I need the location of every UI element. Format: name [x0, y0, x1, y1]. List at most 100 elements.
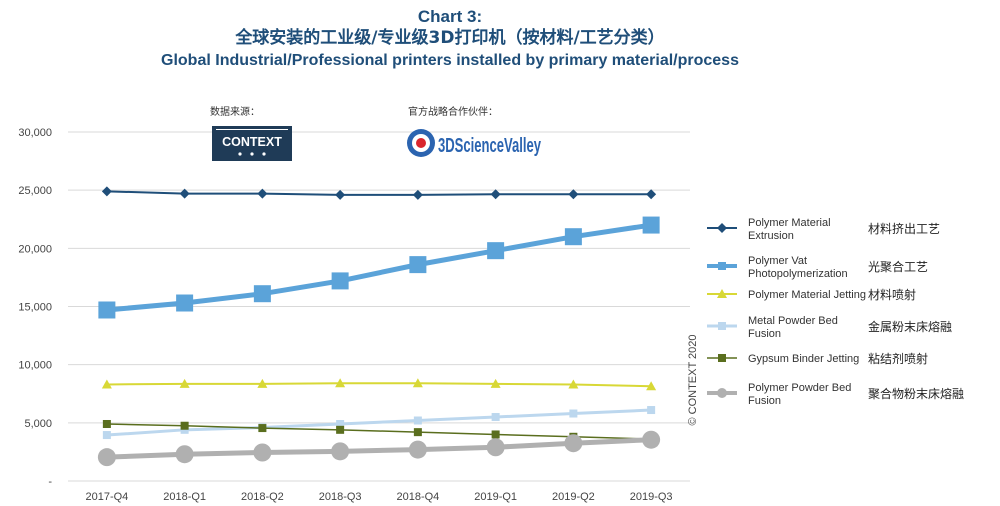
data-point	[564, 228, 582, 246]
data-point	[564, 434, 583, 453]
data-point	[101, 379, 112, 389]
legend-marker	[717, 289, 727, 298]
data-point	[336, 419, 345, 428]
y-tick-label: 10,000	[18, 360, 52, 372]
data-point	[487, 242, 505, 260]
data-point	[646, 189, 657, 200]
legend-label: Gypsum Binder Jetting	[748, 353, 859, 365]
legend-label: Polymer Vat Photopolymerization	[748, 255, 848, 280]
legend-label: Polymer Material Jetting	[748, 289, 866, 301]
series-line	[106, 190, 652, 196]
legend-marker	[717, 388, 727, 398]
x-tick-label: 2018-Q3	[319, 491, 362, 503]
data-point	[98, 301, 116, 319]
series-lines	[97, 186, 661, 467]
legend-marker	[718, 262, 726, 270]
gridlines	[68, 131, 690, 482]
data-point	[257, 188, 268, 199]
data-point	[331, 442, 350, 461]
data-point	[97, 448, 116, 467]
data-source-name: CONTEXT	[222, 135, 282, 149]
series-line	[106, 437, 652, 460]
legend-marker	[718, 354, 726, 362]
data-point	[491, 430, 500, 439]
data-point	[490, 189, 501, 200]
data-point	[647, 406, 656, 415]
data-point	[180, 425, 189, 434]
y-tick-label: 15,000	[18, 302, 52, 314]
legend-label-chinese: 光聚合工艺	[868, 259, 928, 274]
data-source-logo: 数据来源： CONTEXT	[210, 105, 292, 161]
series-line	[106, 382, 652, 388]
data-point	[253, 443, 272, 462]
data-point	[568, 379, 579, 389]
y-tick-label: 30,000	[18, 127, 52, 139]
data-point	[257, 378, 268, 388]
x-tick-label: 2019-Q2	[552, 491, 595, 503]
data-point	[101, 186, 112, 197]
series-line	[106, 408, 652, 437]
legend-label-chinese: 金属粉末床熔融	[868, 319, 952, 334]
data-point	[336, 425, 345, 434]
legend-marker	[717, 223, 727, 233]
data-point	[102, 419, 111, 428]
data-point	[331, 272, 349, 290]
x-tick-label: 2019-Q3	[630, 491, 673, 503]
partner-name: 3DScienceValley	[438, 135, 542, 157]
data-point	[253, 285, 271, 303]
data-point	[568, 189, 579, 200]
data-point	[179, 188, 190, 199]
data-point	[491, 413, 500, 422]
data-point	[642, 216, 660, 234]
chart-title-english: Global Industrial/Professional printers …	[161, 52, 739, 69]
data-point	[413, 428, 422, 437]
x-tick-label: 2019-Q1	[474, 491, 517, 503]
y-axis-ticks: - 5,000 10,000 15,000 20,000 25,000 30,000	[18, 127, 52, 488]
legend-label: Polymer Powder Bed Fusion	[748, 382, 851, 407]
x-axis-ticks: 2017-Q4 2018-Q1 2018-Q2 2018-Q3 2018-Q4 2019-…	[85, 491, 672, 503]
y-tick-label: 5,000	[24, 418, 52, 430]
legend-label-chinese: 材料挤出工艺	[868, 221, 940, 236]
y-tick-label: 20,000	[18, 243, 52, 255]
chart-title-chinese: 全球安装的工业级/专业级3D打印机（按材料/工艺分类）	[235, 28, 665, 48]
legend-label: Polymer Material Extrusion	[748, 217, 831, 242]
data-point	[409, 256, 427, 274]
legend-label-chinese: 粘结剂喷射	[868, 351, 928, 366]
data-point	[412, 189, 423, 200]
data-point	[486, 438, 505, 457]
x-tick-label: 2018-Q1	[163, 491, 206, 503]
data-point	[490, 378, 501, 388]
data-point	[642, 430, 661, 449]
x-tick-label: 2017-Q4	[85, 491, 128, 503]
x-tick-label: 2018-Q2	[241, 491, 284, 503]
legend: Polymer Material Extrusion 材料挤出工艺 Polymer V…	[707, 217, 964, 407]
data-point	[180, 421, 189, 430]
legend-label-chinese: 材料喷射	[868, 287, 916, 302]
series-line	[106, 222, 652, 313]
legend-label: Metal Powder Bed Fusion	[748, 315, 838, 340]
data-point	[569, 409, 578, 418]
chart-title: Chart 3:	[417, 7, 483, 26]
data-point	[335, 189, 346, 200]
legend-marker	[718, 322, 726, 330]
data-source-label: 数据来源：	[210, 105, 260, 118]
copyright-note: © CONTEXT 2020	[687, 334, 699, 425]
data-point	[175, 445, 194, 464]
data-point	[408, 440, 427, 459]
series-line	[106, 423, 652, 440]
y-tick-label: -	[48, 476, 52, 488]
partner-label: 官方战略合作伙伴：	[408, 105, 498, 118]
x-tick-label: 2018-Q4	[396, 491, 439, 503]
data-point	[102, 431, 111, 440]
legend-label-chinese: 聚合物粉末床熔融	[868, 386, 964, 401]
data-point	[179, 378, 190, 388]
data-point	[258, 424, 267, 433]
data-point	[646, 381, 657, 391]
data-point	[176, 294, 194, 312]
partner-logo: 官方战略合作伙伴： 3DScienceValley	[407, 105, 542, 157]
y-tick-label: 25,000	[18, 185, 52, 197]
data-point	[413, 416, 422, 425]
chart-titles: Chart 3: 全球安装的工业级/专业级3D打印机（按材料/工艺分类） Glo…	[0, 6, 900, 73]
data-point	[412, 378, 423, 388]
